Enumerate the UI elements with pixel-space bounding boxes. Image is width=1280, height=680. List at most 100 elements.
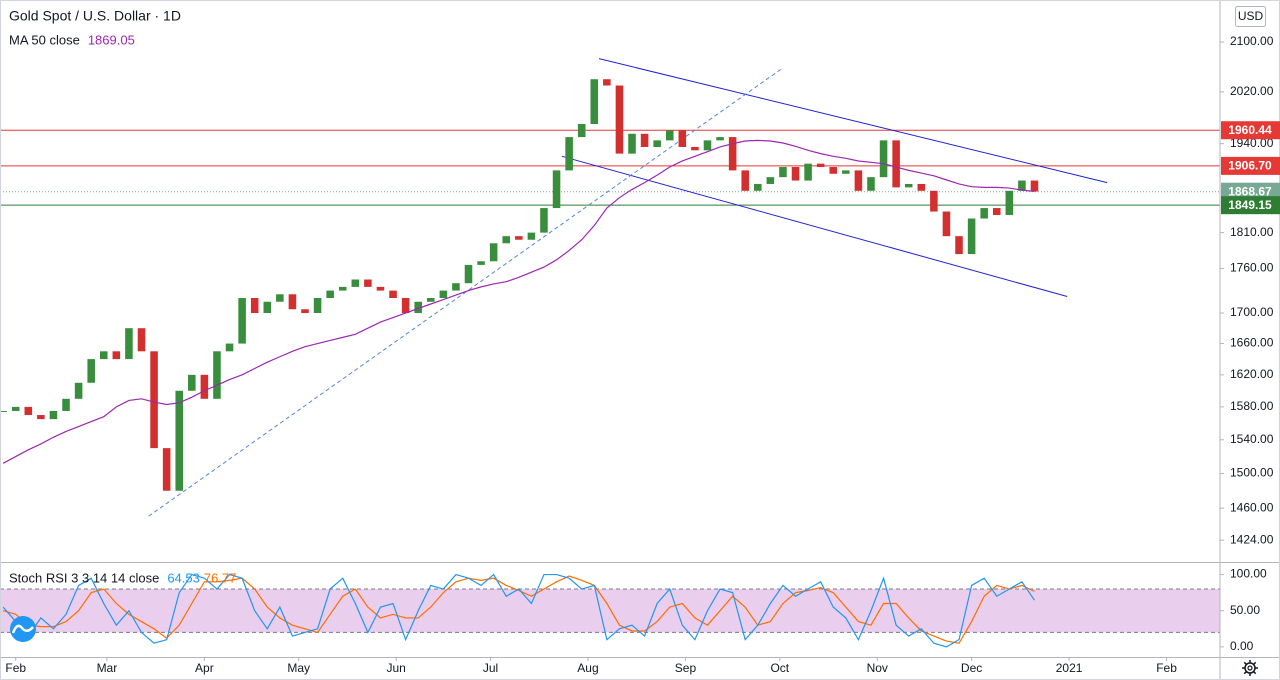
candle [628,133,636,154]
candle [527,232,536,240]
candle [49,410,58,420]
price-line-tag [1221,196,1280,215]
stoch-pane [0,573,1220,648]
candle [904,183,913,188]
logo-wave[interactable] [11,624,34,634]
y-tick-label: 1660.00 [1230,336,1274,350]
candle [1018,180,1026,191]
candle [603,79,611,86]
stoch-d-value: 76.77 [204,570,237,585]
candle [238,298,246,344]
candle [577,123,586,138]
candle [540,208,548,233]
candle [779,167,787,178]
x-tick-label: Jul [483,661,498,675]
price-line-label: 1906.70 [1228,159,1272,173]
candle [791,167,800,181]
y2-tick-label: 50.00 [1230,603,1260,617]
candle [250,298,259,314]
currency-label[interactable]: USD [1238,9,1264,23]
candle [439,290,448,299]
y-tick-label: 1940.00 [1230,136,1274,150]
candle [125,328,133,360]
price-line-label: 1868.67 [1228,184,1272,198]
candle [74,382,83,399]
ma-legend-name: MA 50 close [9,32,80,47]
trend-line [598,58,1108,184]
candle [816,163,825,168]
candle [892,140,900,188]
currency-button[interactable]: USD [1235,6,1266,27]
candle [854,170,863,191]
stoch-k-value: 64.53 [167,570,200,585]
candle [288,294,297,310]
gear-teeth[interactable] [1242,660,1258,676]
stoch-line [2,573,1035,648]
settings-button[interactable] [1242,660,1258,676]
y-tick-label: 1500.00 [1230,466,1274,480]
candle [867,177,875,191]
y-tick-label: 1760.00 [1230,261,1274,275]
currency-box[interactable] [1235,6,1266,27]
candle [804,163,812,181]
candle [364,279,372,287]
candle [112,351,121,360]
candle [980,208,988,219]
chart-title: Gold Spot / U.S. Dollar · 1D [9,8,181,24]
candle [1005,190,1014,216]
candle [489,243,498,262]
y-tick-label: 2020.00 [1230,84,1274,98]
x-tick-label: 2021 [1056,661,1083,675]
candle [653,140,661,147]
candle [175,390,183,491]
main-pane [0,58,1220,517]
x-tick-label: Apr [195,661,214,675]
x-tick-label: May [287,661,310,675]
candle [665,130,674,141]
logo[interactable] [10,616,36,642]
candle [477,261,485,265]
candle [188,374,196,391]
y-tick-label: 1700.00 [1230,305,1274,319]
candle [389,290,397,299]
y-tick-label: 1580.00 [1230,399,1274,413]
x-tick-label: Feb [1156,661,1177,675]
candle [515,236,523,240]
ma-legend-value: 1869.05 [88,32,135,47]
candle [1030,180,1039,192]
price-line-tag [1221,156,1280,175]
candle [87,359,95,383]
candle [213,351,221,399]
candle [24,406,33,416]
candle [703,140,712,151]
candle [427,298,435,302]
candle [754,183,762,191]
candle [414,301,422,314]
candle [728,137,737,171]
candle [552,170,561,209]
candle [829,167,838,174]
price-line-tag [1221,121,1280,140]
candles [0,79,1039,491]
trend-line [561,155,1068,298]
y-tick-label: 1540.00 [1230,432,1274,446]
candle [640,133,649,147]
candle [351,279,360,287]
candle [263,301,272,314]
candle [338,286,347,291]
y-tick-label: 1424.00 [1230,532,1274,546]
candle [313,298,322,314]
candle [615,85,624,154]
candle [917,183,926,191]
stoch-band [0,589,1220,633]
candle [225,343,234,352]
gear-hub[interactable] [1247,665,1253,671]
candle [565,137,573,171]
legends: Gold Spot / U.S. Dollar · 1D MA 50 close… [9,8,236,586]
x-tick-label: Dec [961,661,982,675]
candle [691,146,699,151]
candle [766,177,775,184]
